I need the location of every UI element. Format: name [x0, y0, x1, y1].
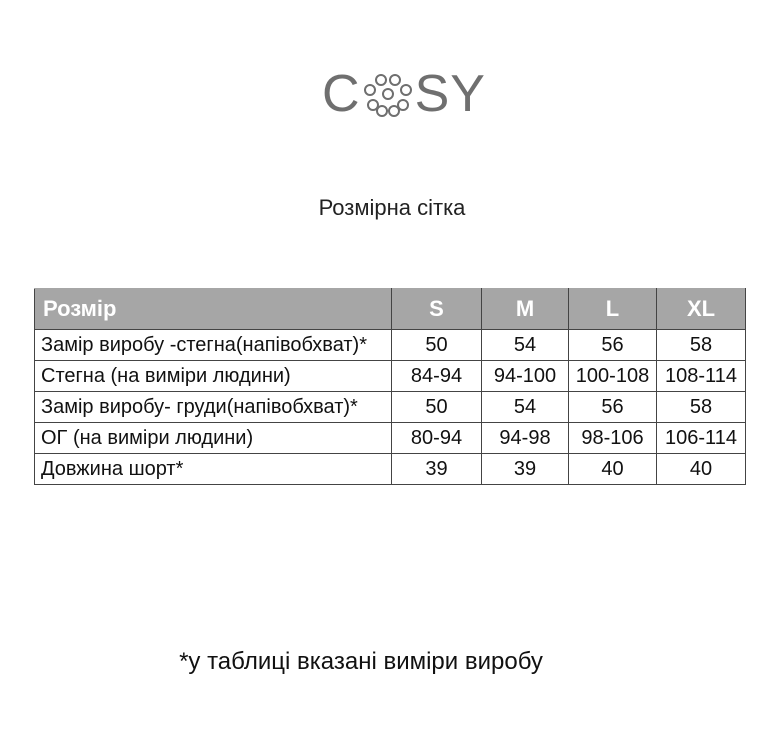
- size-value-cell: 56: [568, 391, 657, 423]
- footnote: *у таблиці вказані виміри виробу: [179, 648, 543, 675]
- table-row: ОГ (на виміри людини) 80-94 94-98 98-106 106…: [34, 422, 746, 454]
- size-value-cell: 98-106: [568, 422, 657, 454]
- size-value-cell: 58: [656, 329, 746, 361]
- table-row: Стегна (на виміри людини) 84-94 94-100 100-…: [34, 360, 746, 392]
- size-value-cell: 40: [568, 453, 657, 485]
- size-value-cell: 54: [481, 329, 569, 361]
- row-label: Замір виробу- груди(напівобхват)*: [34, 391, 392, 423]
- size-value-cell: 84-94: [391, 360, 482, 392]
- table-header-row: Розмір S M L XL: [34, 288, 746, 330]
- size-value-cell: 50: [391, 391, 482, 423]
- row-label: Стегна (на виміри людини): [34, 360, 392, 392]
- size-value-cell: 94-98: [481, 422, 569, 454]
- row-label: Довжина шорт*: [34, 453, 392, 485]
- header-cell: XL: [656, 288, 746, 330]
- logo-letters-sy: SY: [414, 65, 486, 123]
- cosy-logo: C SY: [322, 66, 487, 122]
- size-value-cell: 56: [568, 329, 657, 361]
- size-value-cell: 106-114: [656, 422, 746, 454]
- logo-letter-c: C: [322, 65, 361, 123]
- header-cell: Розмір: [34, 288, 392, 330]
- table-row: Замір виробу -стегна(напівобхват)* 50 54 56…: [34, 329, 746, 361]
- size-value-cell: 50: [391, 329, 482, 361]
- size-value-cell: 58: [656, 391, 746, 423]
- header-cell: M: [481, 288, 569, 330]
- size-value-cell: 40: [656, 453, 746, 485]
- size-value-cell: 80-94: [391, 422, 482, 454]
- header-cell: L: [568, 288, 657, 330]
- size-value-cell: 100-108: [568, 360, 657, 392]
- row-label: ОГ (на виміри людини): [34, 422, 392, 454]
- size-value-cell: 54: [481, 391, 569, 423]
- size-value-cell: 94-100: [481, 360, 569, 392]
- row-label: Замір виробу -стегна(напівобхват)*: [34, 329, 392, 361]
- size-chart-table: Розмір S M L XL Замір виробу -стегна(нап…: [34, 288, 746, 485]
- size-value-cell: 39: [481, 453, 569, 485]
- header-cell: S: [391, 288, 482, 330]
- table-row: Замір виробу- груди(напівобхват)* 50 54 56 5…: [34, 391, 746, 423]
- size-value-cell: 108-114: [656, 360, 746, 392]
- table-row: Довжина шорт* 39 39 40 40: [34, 453, 746, 485]
- page-title: Розмірна сітка: [318, 195, 466, 220]
- size-value-cell: 39: [391, 453, 482, 485]
- flower-icon: [363, 74, 412, 117]
